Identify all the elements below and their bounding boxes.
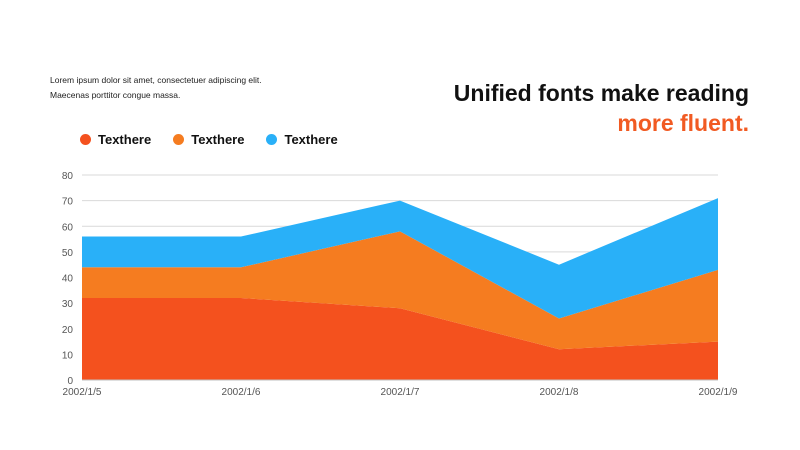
intro-line-1: Lorem ipsum dolor sit amet, consectetuer… xyxy=(50,75,262,85)
legend-dot-series-2-icon xyxy=(173,134,185,145)
y-tick-label-20: 20 xyxy=(62,325,74,336)
headline-line-1: Unified fonts make reading xyxy=(453,80,749,106)
legend-item-series-1: Texthere xyxy=(80,132,151,147)
y-tick-label-0: 0 xyxy=(67,376,73,387)
headline: Unified fonts make reading more fluent. xyxy=(454,78,749,138)
intro-text: Lorem ipsum dolor sit amet, consectetuer… xyxy=(50,73,310,103)
legend-item-series-3: Texthere xyxy=(266,132,338,147)
intro-line-2: Maecenas porttitor congue massa. xyxy=(50,90,181,100)
legend-label-series-1: Texthere xyxy=(98,132,152,147)
area-series-3 xyxy=(82,198,718,319)
legend-dot-series-1-icon xyxy=(80,134,91,145)
y-tick-label-50: 50 xyxy=(62,248,74,259)
legend-label-series-2: Texthere xyxy=(191,132,245,147)
y-tick-label-10: 10 xyxy=(62,350,74,361)
x-tick-label-1: 2002/1/5 xyxy=(63,387,102,398)
headline-line-2: more fluent. xyxy=(617,110,749,136)
legend-item-series-2: Texthere xyxy=(173,132,244,147)
x-tick-label-5: 2002/1/9 xyxy=(699,387,738,398)
legend-label-series-3: Texthere xyxy=(284,132,338,147)
x-tick-label-2: 2002/1/6 xyxy=(222,387,261,398)
legend-dot-series-3-icon xyxy=(266,134,278,145)
y-tick-label-40: 40 xyxy=(62,274,74,285)
x-tick-label-3: 2002/1/7 xyxy=(381,387,420,398)
area-series-1 xyxy=(82,298,718,380)
chart-legend: Texthere Texthere Texthere xyxy=(80,132,360,147)
y-tick-label-80: 80 xyxy=(62,171,74,182)
x-tick-label-4: 2002/1/8 xyxy=(540,387,579,398)
y-tick-label-70: 70 xyxy=(62,197,74,208)
y-tick-label-30: 30 xyxy=(62,299,74,310)
y-tick-label-60: 60 xyxy=(62,222,74,233)
area-series-2 xyxy=(82,231,718,350)
